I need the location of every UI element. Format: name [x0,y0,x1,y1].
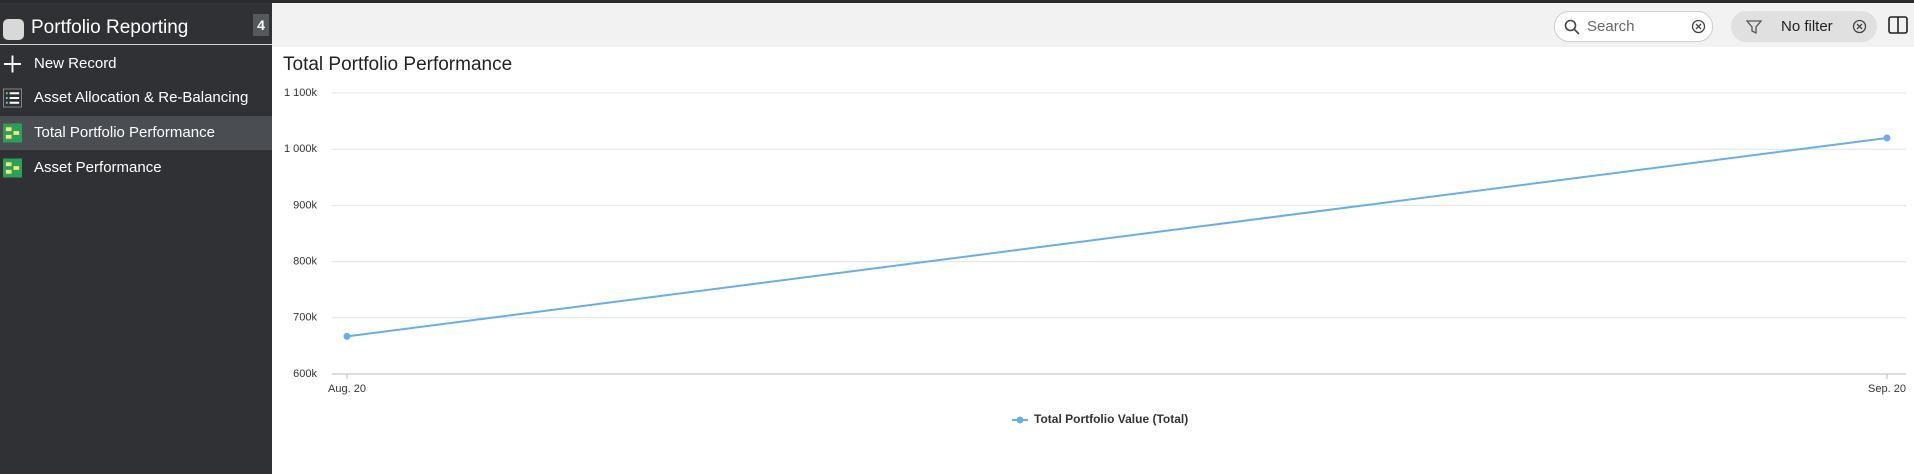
nav-label: Asset Performance [34,159,162,176]
data-point [1883,134,1891,142]
badge: 4 [253,14,269,36]
filter-pill[interactable]: No filter [1731,11,1877,42]
y-tick-label: 900k [293,199,317,211]
filter-icon [1746,20,1762,35]
legend-label[interactable]: Total Portfolio Value (Total) [1034,412,1188,426]
x-tick-label: Sep. 20 [1868,383,1906,395]
series-line [346,136,1888,338]
data-point [343,332,351,340]
search-icon [1564,19,1580,35]
nav-label: Total Portfolio Performance [34,124,215,141]
y-tick-label: 1 100k [284,87,318,99]
x-tick-label: Aug. 20 [328,383,366,395]
search-placeholder: Search [1587,18,1635,35]
clear-filter-icon[interactable] [1852,19,1867,34]
legend-marker [1016,416,1024,424]
toolbar: Search No filter [272,3,1914,47]
nav-label: Asset Allocation & Re-Balancing [34,89,249,106]
top-border [0,0,1914,3]
clear-icon[interactable] [1691,19,1706,34]
y-tick-label: 700k [293,312,317,324]
search-box[interactable]: Search [1554,11,1713,42]
nav-item[interactable]: Asset Performance [0,151,272,185]
filter-label: No filter [1781,18,1833,35]
icon [3,88,22,108]
app-icon [3,19,24,40]
y-tick-label: 800k [293,256,317,268]
chart: Total Portfolio Performance 600k 700k 800k… [283,54,1906,426]
icon [3,123,22,143]
nav-label: New Record [34,55,117,72]
icon [3,55,22,73]
y-tick-label: 1 000k [284,143,318,155]
chart-title: Total Portfolio Performance [283,54,512,75]
icon [3,158,22,178]
nav-item[interactable]: Total Portfolio Performance [0,116,272,150]
panel-toggle[interactable] [1888,16,1908,34]
app-title: Portfolio Reporting [31,17,189,38]
nav-item[interactable]: Asset Allocation & Re-Balancing [0,81,272,115]
sidebar: Portfolio Reporting 4 New Record Asset A… [0,3,272,474]
y-tick-label: 600k [293,368,317,380]
divider [0,44,272,45]
nav-item[interactable]: New Record [0,47,272,81]
